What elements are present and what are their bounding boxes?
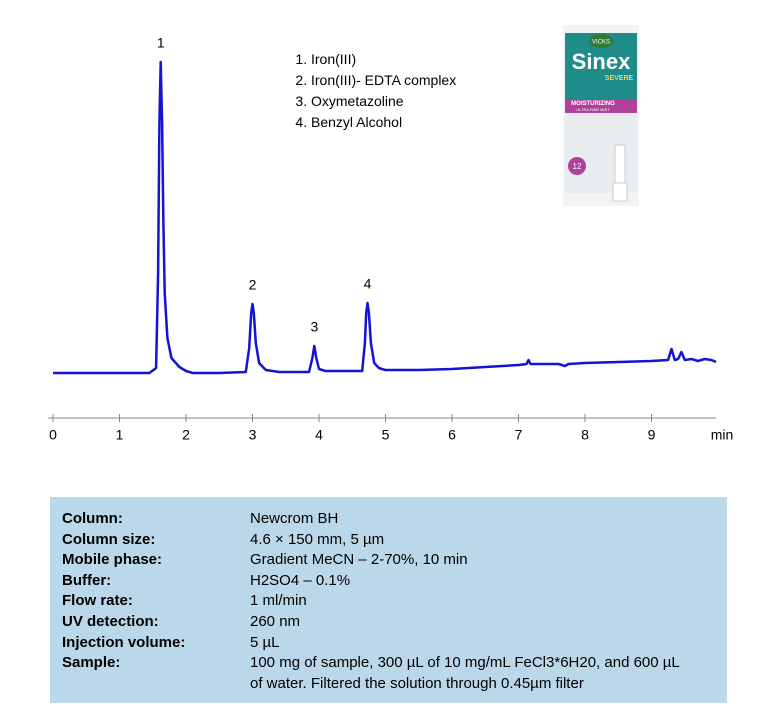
badge: 12 xyxy=(573,162,582,171)
x-tick-label: 5 xyxy=(382,427,390,443)
x-tick-label: 8 xyxy=(581,427,589,443)
x-axis-label: min xyxy=(711,427,734,443)
parameter: Flow rate: xyxy=(62,592,133,610)
x-tick-label: 0 xyxy=(49,427,57,443)
variant: SEVERE xyxy=(605,75,634,82)
setting: H2SO4 – 0.1% xyxy=(250,571,351,589)
x-tick-label: 3 xyxy=(249,427,257,443)
setting: 1 ml/min xyxy=(250,592,307,610)
brand: VICKS xyxy=(592,40,610,46)
table-row: Buffer: H2SO4 – 0.1% xyxy=(62,571,695,592)
setting: 100 mg of sample, 300 µL of 10 mg/mL FeC… xyxy=(250,654,680,692)
setting: Gradient MeCN – 2-70%, 10 min xyxy=(250,551,468,569)
parameter: Sample: xyxy=(62,654,121,672)
x-tick-label: 1 xyxy=(116,427,124,443)
conditions-panel: Column: Newcrom BH Column size: 4.6 × 150 m… xyxy=(50,497,727,703)
band-sub: ULTRA FINE MIST xyxy=(576,107,610,112)
peak-legend: Iron(III)Iron(III)- EDTA complexOxymetaz… xyxy=(283,49,456,133)
peak-name: Iron(III)- EDTA complex xyxy=(311,70,456,91)
x-tick-label: 6 xyxy=(448,427,456,443)
parameter: Injection volume: xyxy=(62,633,186,651)
table-row: Flow rate: 1 ml/min xyxy=(62,591,695,612)
table-row: UV detection: 260 nm xyxy=(62,612,695,633)
conditions-table: Column: Newcrom BH Column size: 4.6 × 150 m… xyxy=(62,509,695,694)
setting: 260 nm xyxy=(250,612,301,630)
x-tick-label: 4 xyxy=(315,427,323,443)
setting: Newcrom BH xyxy=(250,510,339,527)
parameter: Mobile phase: xyxy=(62,551,163,569)
parameter: UV detection: xyxy=(62,612,159,630)
x-tick-label: 7 xyxy=(515,427,523,443)
parameter: Buffer: xyxy=(62,571,112,589)
x-tick-label: 9 xyxy=(648,427,656,443)
x-tick-label: 2 xyxy=(182,427,190,443)
table-row: Injection volume: 5 µL xyxy=(62,633,695,654)
setting: 4.6 × 150 mm, 5 µm xyxy=(250,530,385,548)
table-row: Sample: 100 mg of sample, 300 µL of 10 mg… xyxy=(62,653,695,694)
parameter: Column size: xyxy=(62,530,156,548)
setting: 5 µL xyxy=(250,633,280,651)
table-row: Mobile phase: Gradient MeCN – 2-70%, 10 m… xyxy=(62,550,695,571)
peak-name: Oxymetazoline xyxy=(311,91,456,112)
peak-label: 1 xyxy=(157,35,165,51)
band: MOISTURIZING xyxy=(571,101,615,107)
parameter: Column: xyxy=(62,510,123,527)
peak-name: Iron(III) xyxy=(311,49,456,70)
product-image: VICKS Sinex SEVERE MOISTURIZING ULTRA FI… xyxy=(563,25,639,206)
peak-name: Benzyl Alcohol xyxy=(311,112,456,133)
table-row: Column size: 4.6 × 150 mm, 5 µm xyxy=(62,530,695,551)
table-row: Column: Newcrom BH xyxy=(62,509,695,530)
trace xyxy=(53,60,717,375)
product-name: Sinex xyxy=(572,49,631,74)
peak-label: 4 xyxy=(364,276,372,292)
peak-label: 2 xyxy=(249,277,257,293)
peak-label: 3 xyxy=(310,319,318,335)
